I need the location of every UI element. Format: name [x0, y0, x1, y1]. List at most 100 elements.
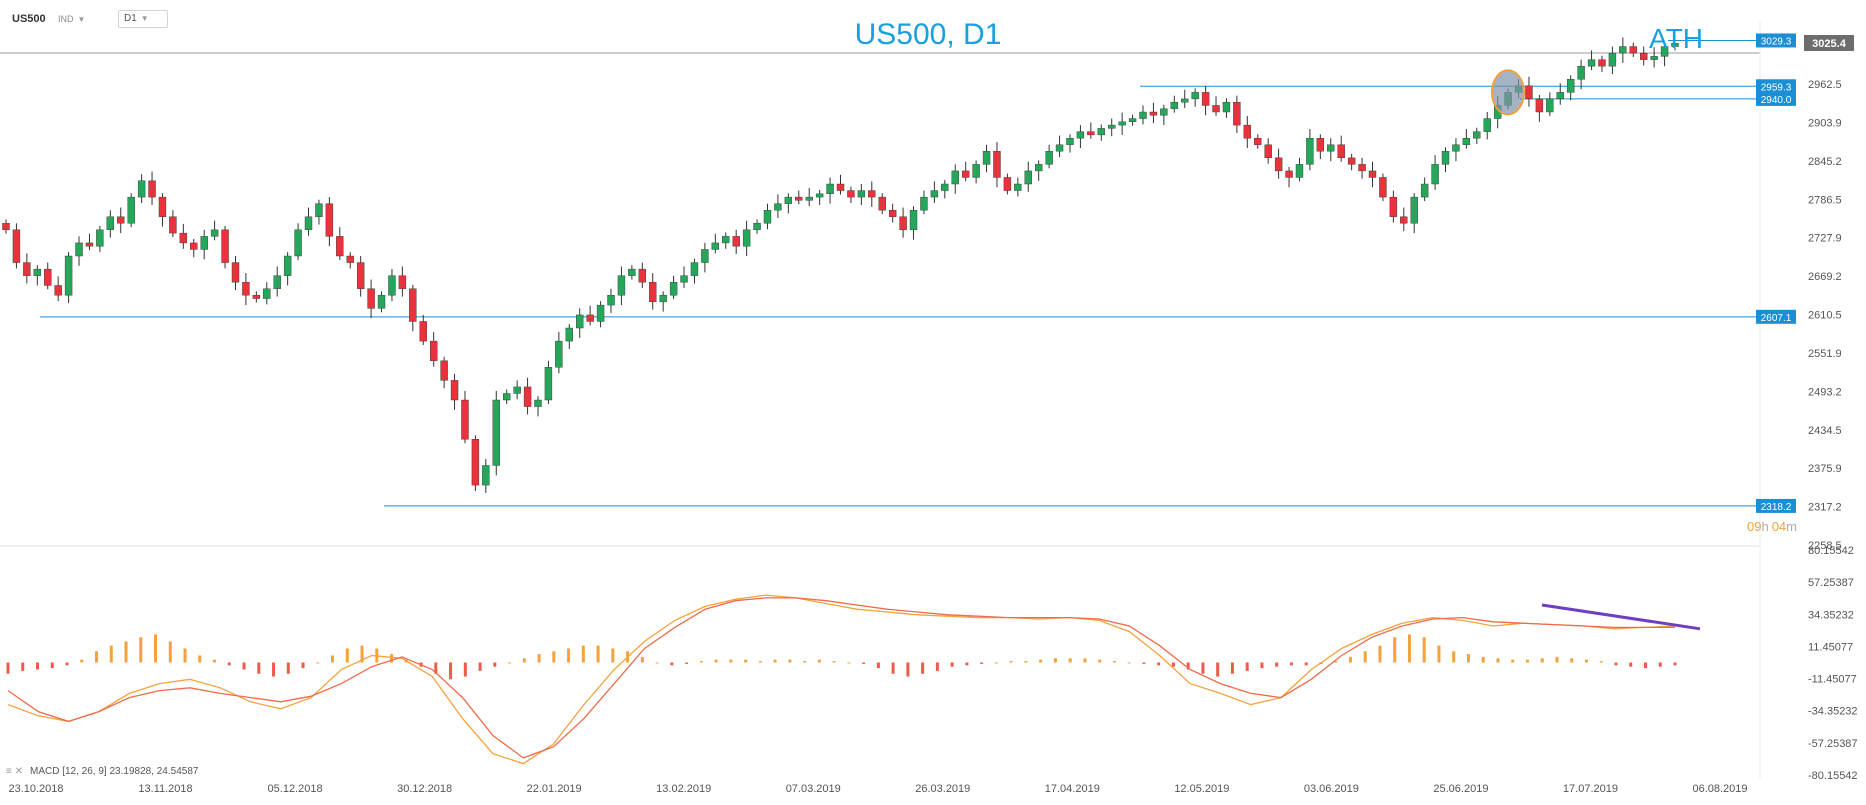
level-label-text: 2959.3 — [1761, 82, 1792, 93]
macd-histogram-bar — [345, 648, 349, 663]
macd-histogram-bar — [729, 659, 733, 663]
candle-body — [586, 314, 594, 322]
current-price-box — [1804, 35, 1854, 52]
macd-histogram-bar — [257, 662, 261, 674]
candle-body — [1306, 137, 1314, 165]
candle-body — [336, 236, 344, 257]
candle-body — [388, 275, 396, 296]
macd-histogram-bar — [744, 659, 748, 663]
macd-histogram-bar — [1348, 656, 1352, 663]
candle-body — [753, 223, 761, 231]
candle-body — [1139, 111, 1147, 119]
panel-settings-icon[interactable]: ≡ ✕ — [6, 766, 23, 777]
candle-body — [1254, 137, 1262, 145]
macd-histogram-bar — [1407, 634, 1411, 663]
macd-histogram-bar — [685, 662, 689, 664]
macd-histogram-bar — [1289, 662, 1293, 666]
x-tick-label: 13.11.2018 — [138, 783, 192, 795]
macd-histogram-bar — [1422, 637, 1426, 663]
candle-body — [2, 223, 10, 231]
candle-body — [523, 386, 532, 407]
candle-body — [732, 236, 740, 247]
x-tick-label: 17.07.2019 — [1563, 783, 1618, 795]
indicator-button[interactable]: IND ▼ — [58, 10, 85, 28]
timeframe-select[interactable]: D1 ▼ — [118, 10, 168, 28]
candle-body — [1055, 144, 1064, 152]
candle-body — [1034, 164, 1043, 172]
candle-body — [1316, 137, 1325, 152]
macd-histogram-bar — [242, 662, 246, 670]
candle-body — [503, 393, 511, 401]
candle-body — [951, 170, 959, 185]
macd-histogram-bar — [1024, 661, 1028, 663]
x-tick-label: 26.03.2019 — [915, 783, 970, 795]
macd-histogram-bar — [788, 659, 792, 663]
macd-histogram-bar — [906, 662, 910, 677]
candle-body — [1556, 92, 1564, 100]
candle-body — [993, 151, 1001, 178]
macd-histogram-bar — [1673, 662, 1677, 666]
macd-histogram-bar — [817, 659, 821, 663]
macd-histogram-bar — [1570, 658, 1574, 663]
macd-histogram-bar — [1230, 662, 1234, 674]
candle-body — [44, 268, 52, 286]
current-price-text: 3025.4 — [1812, 38, 1847, 50]
candle-body — [85, 242, 94, 247]
candle-body — [1003, 177, 1012, 191]
candle-body — [1671, 43, 1679, 47]
candle-body — [148, 180, 156, 198]
macd-histogram-bar — [168, 641, 172, 663]
candle-body — [565, 327, 573, 342]
macd-histogram-bar — [1216, 662, 1220, 677]
candle-body — [1640, 52, 1648, 60]
indicator-label: IND — [58, 14, 74, 24]
candle-body — [941, 183, 949, 191]
candle-body — [346, 255, 354, 263]
candle-body — [492, 399, 500, 466]
candle-body — [210, 229, 219, 237]
candlestick-series — [2, 36, 1679, 493]
candle-body — [1191, 92, 1199, 100]
candle-body — [356, 262, 365, 289]
symbol-label[interactable]: US500 — [12, 13, 46, 25]
macd-histogram-bar — [36, 662, 40, 670]
candle-body — [1650, 56, 1658, 60]
level-label-text: 3029.3 — [1761, 36, 1792, 47]
candle-body — [96, 229, 104, 247]
macd-histogram-bar — [508, 662, 512, 664]
candle-body — [1097, 128, 1105, 136]
macd-histogram-bar — [213, 659, 217, 663]
candle-body — [826, 183, 834, 195]
macd-y-tick-label: -80.15542 — [1808, 770, 1858, 782]
y-tick-label: 2493.2 — [1808, 386, 1842, 398]
candle-body — [137, 180, 146, 198]
macd-histogram-bar — [832, 661, 836, 663]
candle-body — [1222, 101, 1231, 113]
candle-body — [242, 281, 250, 296]
candle-body — [1347, 157, 1356, 165]
highlight-ellipse — [1491, 69, 1525, 116]
candle-body — [836, 183, 845, 191]
candle-body — [294, 229, 302, 257]
candle-body — [158, 196, 167, 217]
macd-histogram-bar — [655, 662, 659, 664]
y-axis: 2258.5 2317.2 2375.9 2434.5 2493.2 2551.9 2610… — [1804, 35, 1858, 782]
macd-y-tick-label: 34.35232 — [1808, 609, 1854, 621]
ath-annotation: ATH — [1649, 23, 1703, 54]
candle-body — [596, 304, 605, 322]
countdown-hours: 09 — [1747, 519, 1761, 534]
candle-body — [231, 262, 240, 283]
candle-body — [638, 268, 647, 283]
price-level-line: 3029.3 — [1668, 33, 1796, 48]
macd-histogram-bar — [670, 662, 674, 666]
macd-histogram-bar — [1393, 637, 1397, 663]
macd-histogram-bar — [1186, 662, 1190, 670]
countdown-timer: 09h 04m — [1747, 519, 1797, 534]
macd-y-tick-label: 11.45077 — [1808, 641, 1853, 653]
macd-histogram-bar — [1171, 662, 1175, 667]
y-tick-label: 2610.5 — [1808, 310, 1842, 322]
macd-histogram-bar — [714, 659, 718, 663]
macd-histogram-bar — [478, 662, 482, 671]
candle-body — [1295, 164, 1304, 178]
